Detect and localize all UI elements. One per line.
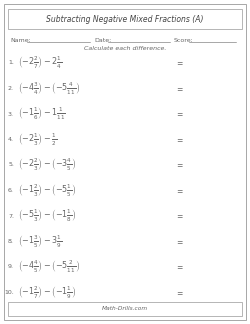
Text: Math-Drills.com: Math-Drills.com — [102, 307, 148, 311]
Text: Calculate each difference.: Calculate each difference. — [84, 47, 166, 52]
Text: 9.: 9. — [8, 264, 14, 270]
Text: Name:: Name: — [10, 38, 31, 42]
Text: $\left(-1\frac{1}{6}\right)-1\frac{1}{11}$: $\left(-1\frac{1}{6}\right)-1\frac{1}{11… — [18, 106, 66, 122]
Text: 4.: 4. — [8, 137, 14, 142]
Text: $=$: $=$ — [175, 288, 184, 297]
Text: $\left(-1\frac{2}{3}\right)-\left(-5\frac{1}{5}\right)$: $\left(-1\frac{2}{3}\right)-\left(-5\fra… — [18, 182, 76, 199]
Text: Subtracting Negative Mixed Fractions (A): Subtracting Negative Mixed Fractions (A) — [46, 15, 204, 24]
Text: $=$: $=$ — [175, 212, 184, 221]
FancyBboxPatch shape — [8, 302, 242, 316]
Text: 2.: 2. — [8, 86, 14, 91]
Text: 6.: 6. — [8, 188, 14, 193]
Text: $=$: $=$ — [175, 84, 184, 93]
Text: 1.: 1. — [8, 61, 14, 65]
Text: $\left(-2\frac{2}{7}\right)-2\frac{1}{4}$: $\left(-2\frac{2}{7}\right)-2\frac{1}{4}… — [18, 55, 62, 71]
Text: Date:: Date: — [94, 38, 111, 42]
Text: 7.: 7. — [8, 214, 14, 218]
Text: 10.: 10. — [4, 290, 14, 295]
Text: $=$: $=$ — [175, 110, 184, 119]
Text: $\left(-4\frac{4}{5}\right)-\left(-5\frac{2}{11}\right)$: $\left(-4\frac{4}{5}\right)-\left(-5\fra… — [18, 259, 80, 275]
Text: $\left(-1\frac{2}{7}\right)-\left(-1\frac{1}{9}\right)$: $\left(-1\frac{2}{7}\right)-\left(-1\fra… — [18, 284, 76, 301]
Text: $\left(-1\frac{3}{5}\right)-3\frac{1}{9}$: $\left(-1\frac{3}{5}\right)-3\frac{1}{9}… — [18, 233, 62, 250]
Text: $\left(-2\frac{1}{3}\right)-\frac{1}{2}$: $\left(-2\frac{1}{3}\right)-\frac{1}{2}$ — [18, 131, 57, 148]
Text: $=$: $=$ — [175, 59, 184, 67]
Text: $=$: $=$ — [175, 160, 184, 169]
Text: $=$: $=$ — [175, 237, 184, 246]
Text: 5.: 5. — [8, 163, 14, 168]
FancyBboxPatch shape — [8, 9, 242, 29]
Text: 3.: 3. — [8, 111, 14, 117]
Text: $=$: $=$ — [175, 262, 184, 272]
Text: $=$: $=$ — [175, 186, 184, 195]
FancyBboxPatch shape — [4, 4, 246, 320]
Text: 8.: 8. — [8, 239, 14, 244]
Text: $\left(-2\frac{2}{3}\right)-\left(-3\frac{4}{5}\right)$: $\left(-2\frac{2}{3}\right)-\left(-3\fra… — [18, 157, 76, 173]
Text: Score:: Score: — [174, 38, 194, 42]
Text: $\left(-5\frac{1}{3}\right)-\left(-1\frac{1}{8}\right)$: $\left(-5\frac{1}{3}\right)-\left(-1\fra… — [18, 208, 76, 224]
Text: $=$: $=$ — [175, 135, 184, 144]
Text: $\left(-4\frac{3}{4}\right)-\left(-5\frac{4}{11}\right)$: $\left(-4\frac{3}{4}\right)-\left(-5\fra… — [18, 80, 80, 97]
